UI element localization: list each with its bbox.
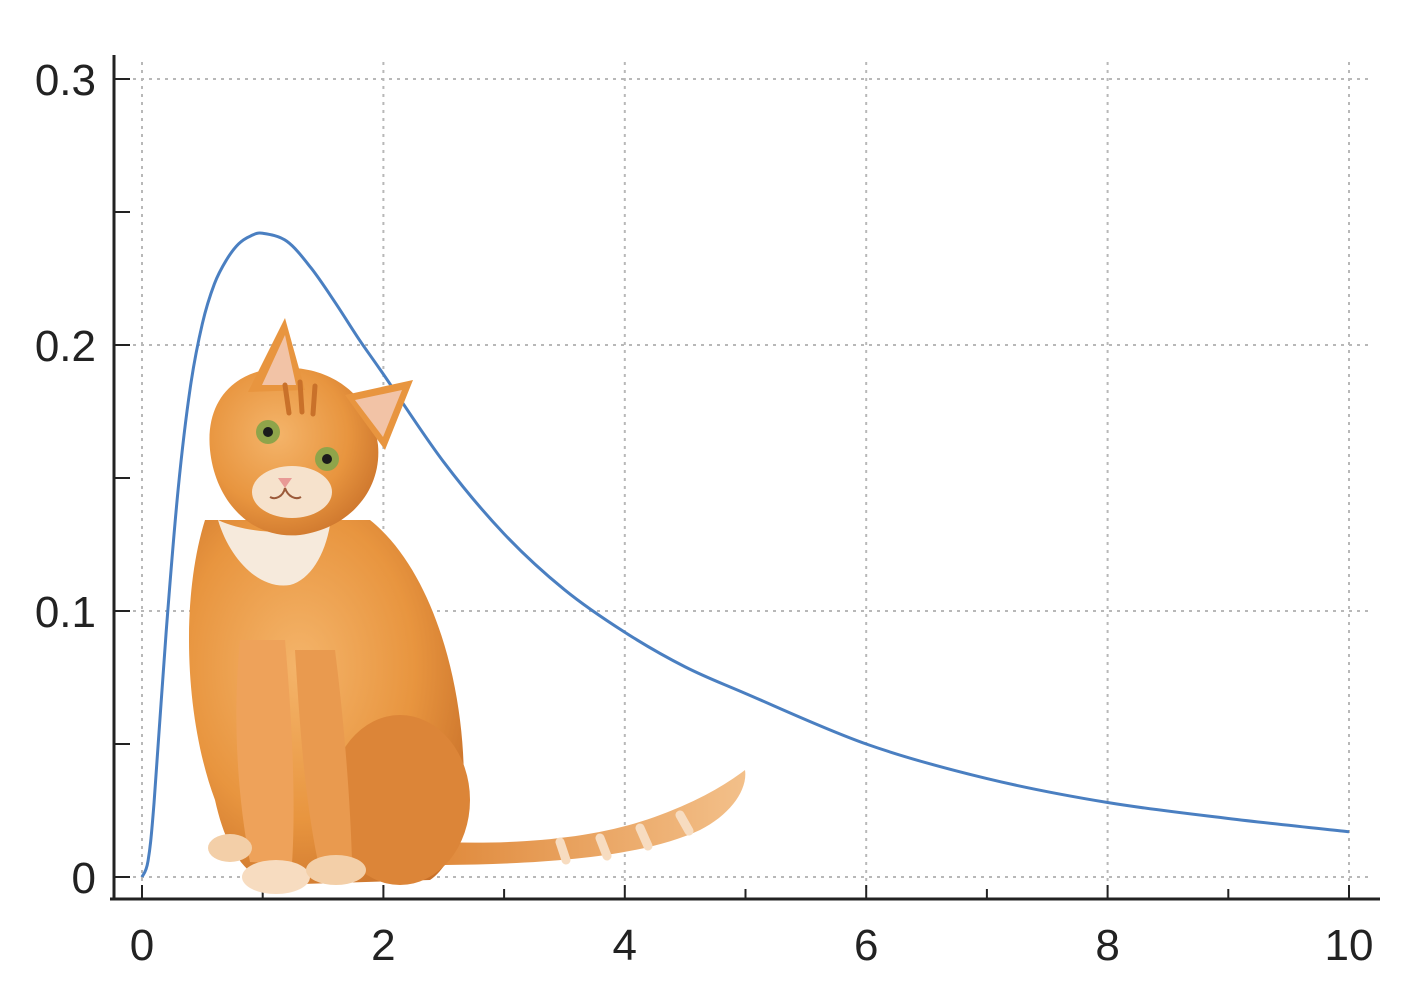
cat-front-leg-left xyxy=(236,640,294,864)
cat-head xyxy=(209,367,379,536)
cat-chest xyxy=(218,520,330,586)
x-tick-label-3: 6 xyxy=(854,921,878,970)
cat-ear-left-inner xyxy=(262,335,296,385)
x-tick-label-1: 2 xyxy=(371,921,395,970)
axis-layer: 0 2 4 6 8 10 0 0.1 0.2 0.3 xyxy=(35,55,1380,970)
cat-ear-right-inner xyxy=(355,390,402,437)
cat-front-leg-right xyxy=(295,650,352,862)
y-tick-label-1: 0.1 xyxy=(35,588,96,637)
cat-nose xyxy=(278,478,292,488)
cat-forehead-stripes xyxy=(282,379,318,417)
cat-pupil-right xyxy=(322,454,332,464)
x-tick-label-0: 0 xyxy=(130,921,154,970)
x-tick-label-5: 10 xyxy=(1325,921,1374,970)
cat-tail-stripes xyxy=(555,810,694,865)
cat-back-paw xyxy=(208,834,252,862)
cat-haunch xyxy=(330,715,470,885)
cat-mouth xyxy=(269,487,302,500)
x-tick-label-4: 8 xyxy=(1095,921,1119,970)
y-tick-label-2: 0.2 xyxy=(35,322,96,371)
series-line-0 xyxy=(140,231,1350,878)
cat-paw-right xyxy=(306,855,366,885)
y-tick-label-0: 0 xyxy=(72,854,96,903)
cat-paw-left xyxy=(242,860,310,894)
series-layer xyxy=(140,231,1350,878)
cat-muzzle xyxy=(252,466,332,518)
cat-illustration xyxy=(188,318,746,894)
cat-tail xyxy=(440,770,746,865)
y-tick-label-3: 0.3 xyxy=(35,56,96,105)
x-tick-label-2: 4 xyxy=(613,921,637,970)
cat-pupil-left xyxy=(263,427,273,437)
